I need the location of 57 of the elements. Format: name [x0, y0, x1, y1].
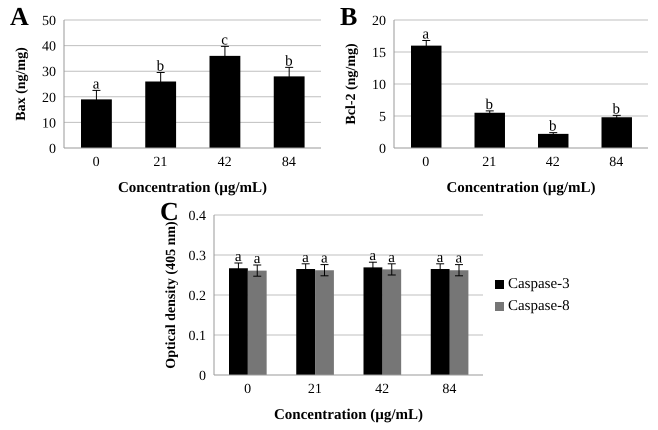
y-tick-label: 0.1 [188, 328, 206, 344]
x-tick-label: 42 [218, 154, 232, 170]
annotation: c [221, 32, 228, 48]
y-tick-label: 0.2 [188, 288, 206, 304]
annotation: b [612, 101, 620, 118]
y-tick-label: 0.3 [188, 248, 206, 264]
annotation: a [302, 250, 310, 266]
x-tick-label: 42 [546, 154, 560, 170]
annotation: a [92, 76, 100, 92]
y-tick-label: 20 [42, 90, 56, 106]
annotation: a [320, 250, 328, 267]
y-tick-label: 40 [42, 40, 56, 55]
x-tick-label: 84 [609, 154, 624, 170]
x-axis-title: Concentration (µg/mL) [446, 180, 596, 196]
x-axis-title: Concentration (µg/mL) [274, 407, 424, 423]
legend-label: Caspase-8 [508, 298, 570, 314]
annotation: a [388, 250, 396, 266]
y-axis-title: Bax (ng/mg) [14, 46, 29, 121]
chart-title: A [10, 2, 29, 32]
x-tick-label: 0 [422, 154, 430, 170]
y-tick-label: 10 [42, 116, 56, 132]
x-tick-label: 21 [153, 154, 168, 170]
annotation: a [234, 249, 242, 265]
annotation: a [436, 250, 444, 266]
y-tick-label: 10 [372, 78, 386, 93]
chart-title: B [340, 2, 358, 32]
annotation: b [285, 53, 293, 70]
y-axis-title: Bcl-2 (ng/mg) [344, 43, 359, 125]
y-tick-label: 20 [372, 14, 386, 29]
annotation: a [369, 248, 376, 264]
y-tick-label: 15 [372, 46, 386, 61]
legend-label: Caspase-3 [508, 276, 570, 292]
x-tick-label: 84 [442, 382, 456, 397]
y-tick-label: 0.4 [188, 208, 206, 224]
bar [602, 117, 632, 148]
y-tick-label: 0 [199, 368, 206, 384]
y-tick-label: 0 [379, 142, 386, 157]
annotation: b [486, 96, 493, 113]
annotation: b [156, 58, 164, 74]
y-tick-label: 0 [49, 142, 56, 157]
bar [474, 112, 505, 148]
annotation: a [422, 26, 430, 42]
x-tick-label: 42 [375, 382, 390, 397]
y-axis-title: Optical density (405 nm) [164, 220, 179, 369]
annotation: a [254, 251, 261, 267]
x-tick-label: 21 [308, 382, 322, 397]
bar [538, 134, 568, 148]
annotation: b [549, 118, 556, 135]
y-tick-label: 30 [42, 65, 56, 80]
x-tick-label: 84 [282, 154, 296, 170]
annotation: a [455, 250, 462, 267]
x-tick-label: 0 [244, 382, 252, 397]
x-tick-label: 21 [482, 154, 496, 170]
x-axis-title: Concentration (µg/mL) [118, 180, 268, 196]
x-tick-label: 0 [92, 154, 100, 170]
y-tick-label: 50 [42, 14, 56, 29]
y-tick-label: 5 [379, 110, 386, 125]
